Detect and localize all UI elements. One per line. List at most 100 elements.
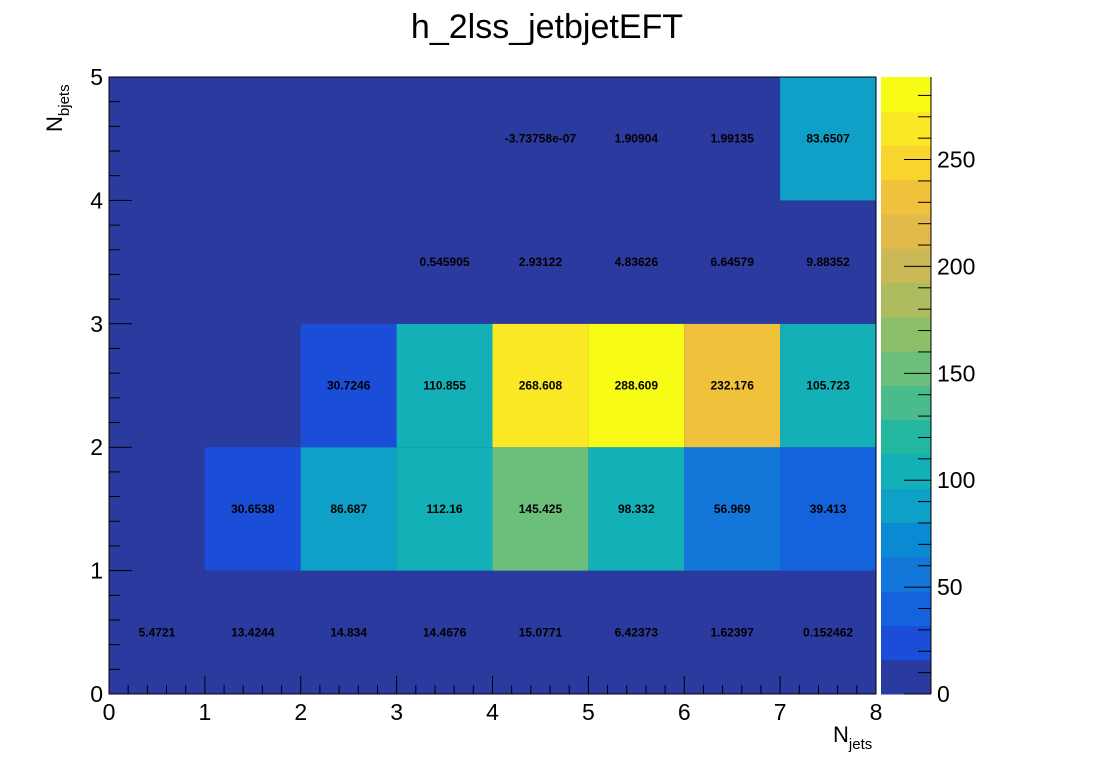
color-scale-segment: [881, 659, 931, 695]
cell-value-label: 1.90904: [615, 132, 659, 146]
x-axis-label-main: N: [833, 722, 849, 747]
color-scale-segment: [881, 385, 931, 421]
x-tick-label: 0: [103, 699, 116, 725]
y-tick-label: 2: [90, 434, 103, 460]
cell-value-label: 2.93122: [519, 255, 563, 269]
chart-title: h_2lss_jetbjetEFT: [411, 8, 683, 46]
cell-value-label: -3.73758e-07: [505, 132, 577, 146]
color-scale-segment: [881, 522, 931, 558]
heatmap-cell: [780, 200, 876, 324]
heatmap-cell: [492, 323, 589, 448]
heatmap-cell: [684, 570, 781, 694]
y-axis-label-main: N: [42, 116, 67, 132]
color-scale-segment: [881, 351, 931, 386]
y-tick-label: 1: [90, 558, 103, 584]
cell-value-label: 112.16: [427, 502, 463, 516]
cell-value-label: 4.83626: [615, 255, 659, 269]
heatmap-cells: [109, 77, 876, 694]
color-scale-tick-label: 200: [937, 253, 975, 279]
heatmap-cell: [396, 570, 493, 694]
heatmap-cell: [588, 200, 685, 324]
heatmap-cell: [684, 200, 781, 324]
cell-value-label: 83.6507: [806, 132, 850, 146]
color-scale-segment: [881, 248, 931, 284]
heatmap-cell: [588, 77, 685, 201]
heatmap-cell: [684, 77, 781, 201]
x-tick-label: 8: [870, 699, 883, 725]
heatmap-cell: [780, 323, 876, 448]
heatmap-cell: [588, 570, 685, 694]
heatmap-cell: [492, 200, 589, 324]
heatmap-cell: [300, 570, 397, 694]
color-scale-tick-label: 250: [937, 147, 975, 173]
heatmap-cell: [492, 447, 589, 571]
heatmap-cell: [780, 447, 876, 571]
x-tick-label: 7: [774, 699, 787, 725]
cell-value-label: 1.99135: [710, 132, 754, 146]
y-axis: 0 1 2 3 4 5: [90, 64, 132, 707]
x-tick-label: 2: [294, 699, 307, 725]
cell-value-label: 110.855: [423, 379, 466, 393]
color-scale-segment: [881, 179, 931, 215]
color-scale-segment: [881, 454, 931, 489]
cell-value-label: 6.42373: [615, 625, 659, 639]
x-tick-label: 3: [390, 699, 403, 725]
color-scale-segment: [881, 556, 931, 592]
cell-value-label: 56.969: [714, 502, 751, 516]
heatmap-cell: [204, 570, 301, 694]
cell-value-label: 232.176: [710, 379, 754, 393]
y-tick-label: 5: [90, 64, 103, 90]
cell-value-label: 13.4244: [231, 625, 275, 639]
heatmap-cell: [396, 447, 493, 571]
y-tick-label: 4: [90, 187, 103, 213]
color-scale-bar: [881, 77, 931, 695]
x-tick-label: 4: [486, 699, 499, 725]
cell-value-label: 9.88352: [806, 255, 850, 269]
cell-value-label: 86.687: [330, 502, 367, 516]
color-scale-axis: 0 50 100 150 200 250: [904, 77, 975, 707]
cell-value-label: 15.0771: [519, 625, 563, 639]
x-tick-label: 5: [582, 699, 595, 725]
heatmap-cell: [684, 447, 781, 571]
cell-value-label: 39.413: [810, 502, 847, 516]
color-scale-tick-label: 150: [937, 360, 975, 386]
heatmap-cell: [588, 323, 685, 448]
cell-value-label: 0.152462: [803, 625, 853, 639]
y-tick-label: 3: [90, 311, 103, 337]
color-scale-segment: [881, 282, 931, 318]
x-axis-label: Njets: [833, 722, 872, 753]
heatmap-cell: [300, 323, 397, 448]
heatmap-cell: [109, 570, 205, 694]
heatmap-cell: [300, 447, 397, 571]
heatmap-cell: [684, 323, 781, 448]
color-scale-segment: [881, 77, 931, 112]
color-scale-segment: [881, 316, 931, 352]
color-scale-segment: [881, 145, 931, 181]
y-axis-label: Nbjets: [42, 84, 73, 132]
cell-value-label: 30.6538: [231, 502, 275, 516]
cell-value-label: 288.609: [615, 379, 659, 393]
heatmap-cell: [588, 447, 685, 571]
heatmap-cell: [396, 200, 493, 324]
cell-value-label: 145.425: [519, 502, 563, 516]
cell-value-label: 268.608: [519, 379, 563, 393]
color-scale-segment: [881, 214, 931, 249]
color-scale-segment: [881, 625, 931, 661]
cell-value-label: 98.332: [618, 502, 655, 516]
y-tick-label: 0: [90, 681, 103, 707]
heatmap-cell: [204, 447, 301, 571]
cell-value-label: 14.4676: [423, 625, 467, 639]
cell-value-label: 14.834: [330, 625, 367, 639]
cell-value-label: 1.62397: [710, 625, 754, 639]
color-scale-tick-label: 50: [937, 574, 963, 600]
heatmap-cell: [780, 570, 876, 694]
color-scale-tick-label: 100: [937, 467, 975, 493]
heatmap-cell-labels: 5.4721 13.4244 14.834 14.4676 15.0771 6.42373…: [139, 132, 854, 640]
color-scale-segment: [881, 488, 931, 524]
cell-value-label: 6.64579: [710, 255, 754, 269]
heatmap-cell: [396, 323, 493, 448]
cell-value-label: 105.723: [806, 379, 850, 393]
x-axis-label-sub: jets: [848, 736, 872, 753]
heatmap-cell: [492, 77, 589, 201]
